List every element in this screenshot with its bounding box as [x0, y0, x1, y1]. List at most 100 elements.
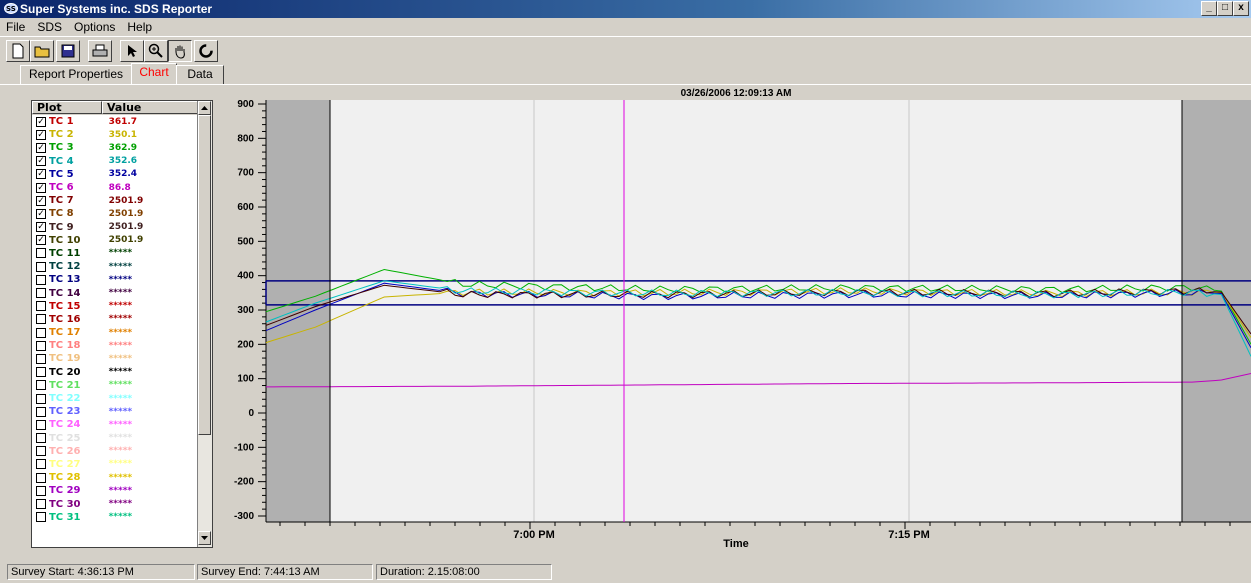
pan-hand-button[interactable] — [168, 40, 192, 62]
plot-checkbox[interactable] — [36, 261, 46, 272]
tab-chart[interactable]: Chart — [131, 63, 177, 86]
plot-checkbox[interactable] — [36, 288, 46, 299]
plot-row[interactable]: ✓ TC 7 2501.9 — [32, 194, 198, 207]
plot-row[interactable]: TC 16 ***** — [32, 313, 198, 326]
plot-checkbox[interactable] — [36, 512, 46, 523]
scroll-down-button[interactable] — [198, 531, 211, 545]
plot-list: Plot Value ✓ TC 1 361.7 ✓ TC 2 350.1 ✓ TC 3 362.… — [31, 100, 213, 548]
minimize-button[interactable]: _ — [1201, 1, 1217, 16]
plot-value: ***** — [108, 419, 133, 430]
open-button[interactable] — [30, 40, 54, 62]
plot-name: TC 10 — [48, 234, 81, 246]
plot-checkbox[interactable] — [36, 433, 46, 444]
plot-row[interactable]: ✓ TC 1 361.7 — [32, 115, 198, 128]
plot-checkbox[interactable] — [36, 353, 46, 364]
plot-row[interactable]: TC 29 ***** — [32, 484, 198, 497]
plot-checkbox[interactable] — [36, 485, 46, 496]
plot-row[interactable]: TC 24 ***** — [32, 418, 198, 431]
plot-row[interactable]: TC 19 ***** — [32, 352, 198, 365]
plot-checkbox[interactable] — [36, 314, 46, 325]
plot-checkbox[interactable] — [36, 301, 46, 312]
plot-row[interactable]: TC 22 ***** — [32, 392, 198, 405]
plot-row[interactable]: TC 17 ***** — [32, 326, 198, 339]
plot-checkbox[interactable] — [36, 274, 46, 285]
tolerance-band — [265, 280, 1251, 306]
plot-checkbox[interactable]: ✓ — [36, 195, 46, 206]
plot-checkbox[interactable]: ✓ — [36, 222, 46, 233]
plot-checkbox[interactable] — [36, 393, 46, 404]
plot-checkbox[interactable] — [36, 499, 46, 510]
plot-row[interactable]: TC 11 ***** — [32, 247, 198, 260]
plot-row[interactable]: TC 31 ***** — [32, 511, 198, 524]
plot-row[interactable]: ✓ TC 4 352.6 — [32, 155, 198, 168]
value-column-header[interactable]: Value — [102, 101, 198, 114]
plot-row[interactable]: ✓ TC 5 352.4 — [32, 168, 198, 181]
plot-row[interactable]: TC 20 ***** — [32, 366, 198, 379]
tab-data[interactable]: Data — [176, 65, 224, 85]
x-tick-label: 7:15 PM — [888, 529, 930, 541]
plot-checkbox[interactable]: ✓ — [36, 235, 46, 246]
plot-row[interactable]: ✓ TC 6 86.8 — [32, 181, 198, 194]
plot-checkbox[interactable] — [36, 459, 46, 470]
plot-row[interactable]: TC 13 ***** — [32, 273, 198, 286]
status-bar: Survey Start: 4:36:13 PM Survey End: 7:4… — [0, 561, 1251, 583]
print-button[interactable] — [88, 40, 112, 62]
plot-row[interactable]: TC 28 ***** — [32, 471, 198, 484]
plot-value: ***** — [108, 433, 133, 444]
plot-row[interactable]: ✓ TC 2 350.1 — [32, 128, 198, 141]
tab-report-properties[interactable]: Report Properties — [20, 65, 132, 85]
menu-file[interactable]: File — [6, 20, 26, 34]
plot-checkbox[interactable]: ✓ — [36, 156, 46, 167]
plot-checkbox[interactable] — [36, 406, 46, 417]
maximize-button[interactable]: □ — [1217, 1, 1233, 16]
plot-row[interactable]: ✓ TC 10 2501.9 — [32, 234, 198, 247]
plot-checkbox[interactable] — [36, 367, 46, 378]
scroll-up-button[interactable] — [198, 101, 211, 115]
close-button[interactable]: x — [1233, 1, 1249, 16]
zoom-button[interactable] — [144, 40, 168, 62]
new-button[interactable] — [6, 40, 30, 62]
plot-checkbox[interactable]: ✓ — [36, 169, 46, 180]
plot-row[interactable]: TC 15 ***** — [32, 300, 198, 313]
plot-checkbox[interactable]: ✓ — [36, 129, 46, 140]
plot-row[interactable]: TC 26 ***** — [32, 445, 198, 458]
save-button[interactable] — [56, 40, 80, 62]
menu-options[interactable]: Options — [74, 20, 116, 34]
plot-row[interactable]: TC 27 ***** — [32, 458, 198, 471]
plot-checkbox[interactable]: ✓ — [36, 182, 46, 193]
plot-checkbox[interactable] — [36, 327, 46, 338]
svg-text:SS: SS — [6, 5, 16, 13]
plot-row[interactable]: ✓ TC 9 2501.9 — [32, 221, 198, 234]
plot-checkbox[interactable] — [36, 248, 46, 259]
pointer-button[interactable] — [120, 40, 144, 62]
plot-row[interactable]: TC 14 ***** — [32, 286, 198, 299]
plot-checkbox[interactable]: ✓ — [36, 142, 46, 153]
chart[interactable]: 03/26/2006 12:09:13 AM 900 800 700 600 500 40… — [222, 86, 1251, 550]
plot-value: 361.7 — [108, 116, 138, 127]
menu-sds[interactable]: SDS — [37, 20, 63, 34]
plot-checkbox[interactable]: ✓ — [36, 116, 46, 127]
refresh-button[interactable] — [194, 40, 218, 62]
plot-value: ***** — [108, 274, 133, 285]
plot-checkbox[interactable] — [36, 472, 46, 483]
plot-row[interactable]: ✓ TC 3 362.9 — [32, 141, 198, 154]
plot-column-header[interactable]: Plot — [32, 101, 102, 114]
menu-help[interactable]: Help — [127, 20, 153, 34]
plot-row[interactable]: TC 18 ***** — [32, 339, 198, 352]
plot-row[interactable]: TC 30 ***** — [32, 497, 198, 510]
plot-row[interactable]: TC 25 ***** — [32, 432, 198, 445]
plot-row[interactable]: TC 23 ***** — [32, 405, 198, 418]
plot-checkbox[interactable] — [36, 446, 46, 457]
plot-list-scrollbar[interactable] — [197, 101, 212, 547]
plot-value: 86.8 — [108, 182, 131, 193]
plot-row[interactable]: TC 21 ***** — [32, 379, 198, 392]
scroll-thumb[interactable] — [198, 115, 211, 435]
plot-name: TC 4 — [48, 155, 74, 167]
plot-value: 350.1 — [108, 129, 138, 140]
plot-checkbox[interactable] — [36, 340, 46, 351]
plot-row[interactable]: ✓ TC 8 2501.9 — [32, 207, 198, 220]
plot-checkbox[interactable] — [36, 419, 46, 430]
plot-checkbox[interactable] — [36, 380, 46, 391]
plot-row[interactable]: TC 12 ***** — [32, 260, 198, 273]
plot-checkbox[interactable]: ✓ — [36, 208, 46, 219]
